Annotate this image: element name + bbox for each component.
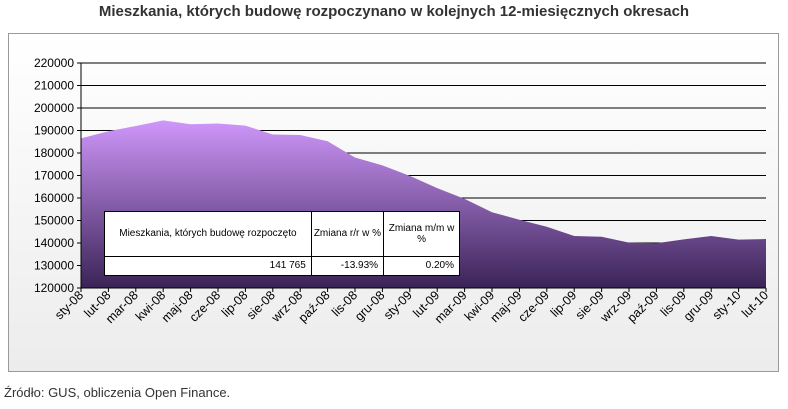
y-tick-label: 200000 bbox=[34, 101, 74, 115]
y-tick-label: 150000 bbox=[34, 214, 74, 228]
y-tick-label: 170000 bbox=[34, 169, 74, 183]
x-tick-label: sty-10 bbox=[710, 288, 744, 322]
x-tick-label: sty-09 bbox=[381, 288, 415, 322]
summary-table: Mieszkania, których budowę rozpoczęto Zm… bbox=[104, 211, 460, 277]
header-mom-change: Zmiana m/m w % bbox=[383, 211, 460, 257]
chart-plot: 120000 130000 140000 150000 160000 170000 1800… bbox=[34, 56, 771, 326]
x-tick-label: gru-09 bbox=[681, 288, 716, 323]
header-yoy-change: Zmiana r/r w % bbox=[310, 211, 385, 257]
y-tick-label: 140000 bbox=[34, 236, 74, 250]
y-tick-label: 160000 bbox=[34, 191, 74, 205]
x-tick-label: cze-08 bbox=[187, 288, 223, 324]
header-starts: Mieszkania, których budowę rozpoczęto bbox=[104, 211, 312, 257]
y-tick-label: 120000 bbox=[34, 281, 74, 295]
chart-title: Mieszkania, których budowę rozpoczynano … bbox=[98, 3, 690, 20]
y-tick-label: 130000 bbox=[34, 259, 74, 273]
y-tick-label: 190000 bbox=[34, 124, 74, 138]
value-mom-change: 0.20% bbox=[383, 255, 460, 277]
summary-header-row: Mieszkania, których budowę rozpoczęto Zm… bbox=[104, 211, 460, 257]
y-tick-label: 220000 bbox=[34, 56, 74, 70]
source-note: Źródło: GUS, obliczenia Open Finance. bbox=[4, 385, 231, 400]
value-starts: 141 765 bbox=[104, 255, 312, 277]
value-yoy-change: -13.93% bbox=[310, 255, 385, 277]
y-tick-label: 180000 bbox=[34, 146, 74, 160]
x-tick-label: paź-08 bbox=[296, 288, 333, 325]
y-tick-label: 210000 bbox=[34, 79, 74, 93]
x-tick-label: paź-09 bbox=[625, 288, 662, 325]
x-tick-label: lut-10 bbox=[739, 288, 771, 320]
summary-value-row: 141 765 -13.93% 0.20% bbox=[104, 255, 460, 277]
x-tick-label: cze-09 bbox=[515, 288, 551, 324]
x-tick-label: gru-08 bbox=[352, 288, 387, 323]
